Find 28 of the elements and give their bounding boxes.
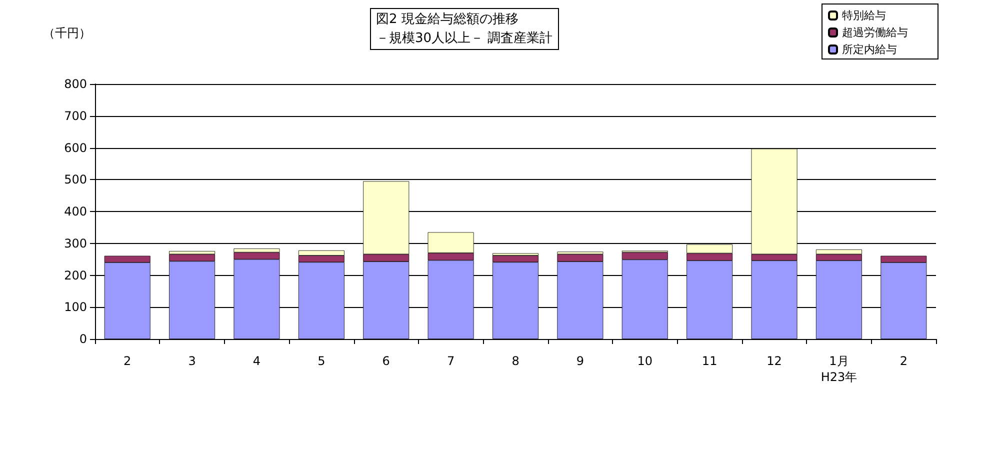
y-tick-label: 400 xyxy=(64,204,87,218)
y-tick-label: 0 xyxy=(79,332,87,346)
y-tick-label: 200 xyxy=(64,268,87,282)
y-tick-label: 600 xyxy=(64,140,87,155)
x-tick-label: 1月 H23年 xyxy=(820,354,858,384)
x-tick-label: 9 xyxy=(576,354,584,368)
legend-label: 所定内給与 xyxy=(842,43,897,56)
x-tick-label: 2 xyxy=(900,354,908,368)
x-tick-label: 2 xyxy=(124,354,132,368)
y-axis-title: （千円） xyxy=(43,26,91,40)
x-tick-label: 12 xyxy=(766,354,782,368)
x-tick-label: 8 xyxy=(512,354,520,368)
chart-title: 図2 現金給与総額の推移 xyxy=(376,12,518,27)
x-tick-label: 11 xyxy=(702,354,718,368)
y-tick-label: 500 xyxy=(64,172,87,187)
y-tick-label: 800 xyxy=(64,77,87,91)
chart-subtitle: －規模30人以上－ 調査産業計 xyxy=(376,30,553,46)
x-tick-label: 6 xyxy=(382,354,390,368)
x-tick-label: 3 xyxy=(188,354,196,368)
legend-label: 特別給与 xyxy=(842,9,886,22)
x-tick-label: 10 xyxy=(637,354,653,368)
x-tick-label: 4 xyxy=(252,354,261,368)
y-tick-label: 100 xyxy=(64,300,87,314)
x-tick-label: 7 xyxy=(446,354,455,368)
y-tick-label: 700 xyxy=(64,108,87,123)
legend-label: 超過労働給与 xyxy=(842,26,908,39)
y-tick-label: 300 xyxy=(64,236,87,250)
x-tick-label: 5 xyxy=(318,354,326,368)
